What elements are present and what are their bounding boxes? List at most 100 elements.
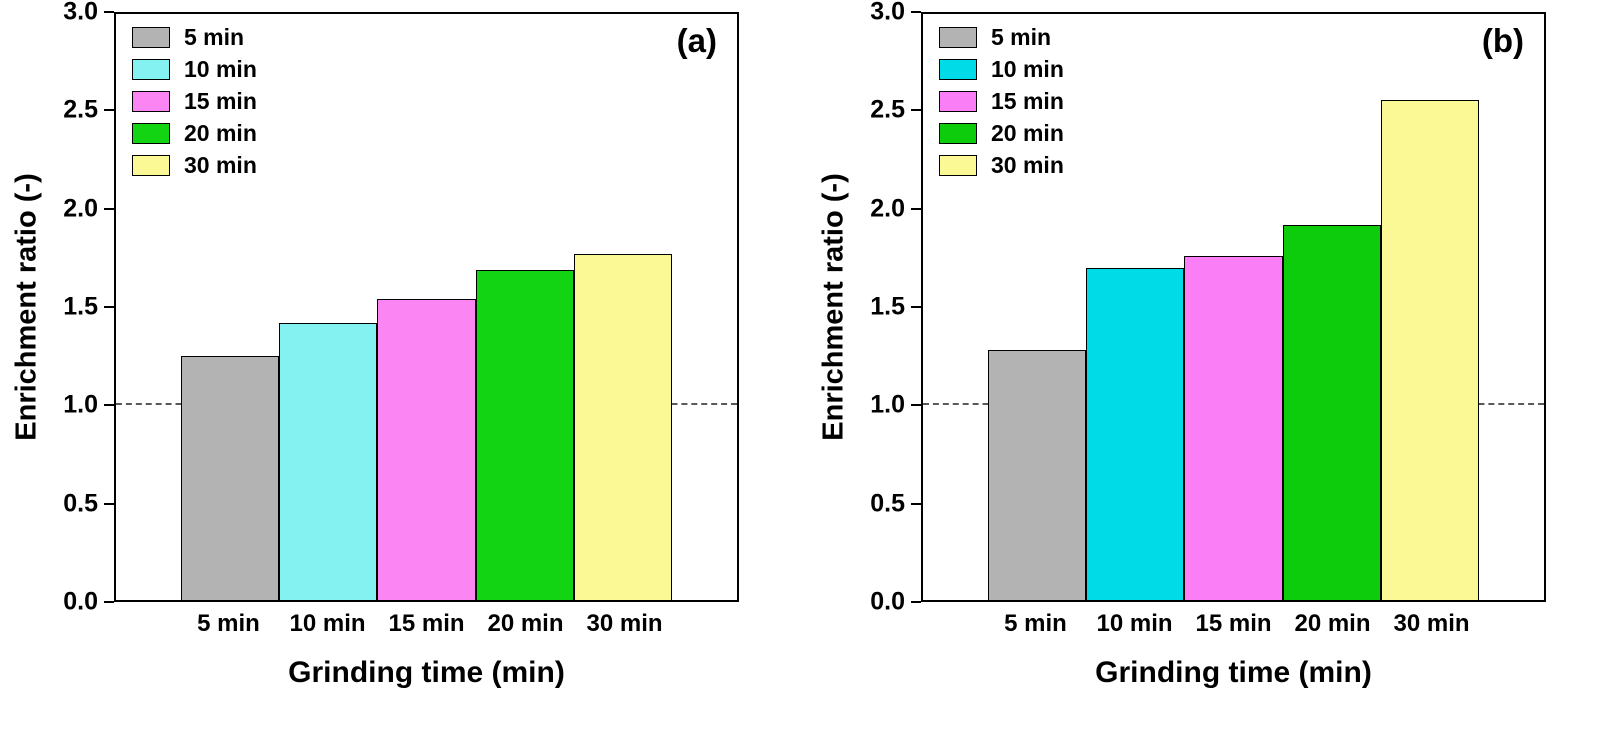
x-axis-title: Grinding time (min) <box>288 656 565 689</box>
y-tick-label: 1.0 <box>63 390 98 419</box>
x-tick-label: 15 min <box>388 610 465 637</box>
bar-20-min <box>1282 224 1382 600</box>
legend-swatch <box>939 155 977 176</box>
bar-10-min <box>278 322 378 600</box>
legend-swatch <box>939 123 977 144</box>
y-tick-label: 0.0 <box>63 587 98 616</box>
legend-swatch <box>939 27 977 48</box>
x-tick-label: 10 min <box>289 610 366 637</box>
plot-box: 5 min 10 min 15 min 20 min 30 min (b) <box>921 12 1546 602</box>
bars <box>923 14 1544 600</box>
legend-label: 15 min <box>184 88 257 114</box>
y-tick-label: 2.5 <box>870 95 905 124</box>
y-axis-title: Enrichment ratio (-) <box>10 173 43 441</box>
bar-5-min <box>180 355 279 600</box>
y-tick-mark <box>104 306 114 308</box>
y-tick-label: 2.0 <box>870 194 905 223</box>
legend-item: 10 min <box>132 58 257 81</box>
x-axis-ticks: 5 min 10 min 15 min 20 min 30 min <box>921 602 1546 640</box>
y-tick-mark <box>104 601 114 603</box>
legend-item: 5 min <box>939 26 1064 49</box>
legend: 5 min 10 min 15 min 20 min 30 min <box>939 26 1064 177</box>
legend-swatch <box>132 27 170 48</box>
plot-box: 5 min 10 min 15 min 20 min 30 min (a) <box>114 12 739 602</box>
legend-label: 20 min <box>184 120 257 146</box>
y-tick-mark <box>911 11 921 13</box>
y-tick-mark <box>911 404 921 407</box>
legend-label: 10 min <box>991 56 1064 82</box>
x-tick-label: 30 min <box>1393 610 1470 637</box>
legend-label: 15 min <box>991 88 1064 114</box>
legend-item: 30 min <box>132 154 257 177</box>
y-axis-title-column-b: Enrichment ratio (-) <box>807 12 861 602</box>
y-tick-mark <box>911 502 921 505</box>
legend-swatch <box>939 59 977 80</box>
y-axis-ticks: 0.0 0.5 1.0 1.5 2.0 2.5 3.0 <box>54 0 114 614</box>
legend-item: 5 min <box>132 26 257 49</box>
legend-swatch <box>132 155 170 176</box>
x-axis-title: Grinding time (min) <box>1095 656 1372 689</box>
legend-item: 15 min <box>132 90 257 113</box>
y-tick-label: 3.0 <box>63 0 98 26</box>
y-axis-title: Enrichment ratio (-) <box>817 173 850 441</box>
legend-label: 5 min <box>991 24 1052 50</box>
bar-30-min <box>1381 99 1480 600</box>
bar-15-min <box>377 299 476 600</box>
y-tick-label: 2.5 <box>63 95 98 124</box>
legend: 5 min 10 min 15 min 20 min 30 min <box>132 26 257 177</box>
legend-swatch <box>939 91 977 112</box>
legend-swatch <box>132 91 170 112</box>
legend-swatch <box>132 59 170 80</box>
y-tick-label: 1.5 <box>63 292 98 321</box>
y-axis-ticks: 0.0 0.5 1.0 1.5 2.0 2.5 3.0 <box>861 0 921 614</box>
bar-15-min <box>1184 256 1283 600</box>
legend-swatch <box>132 123 170 144</box>
legend-label: 5 min <box>184 24 245 50</box>
y-tick-mark <box>104 11 114 13</box>
legend-item: 20 min <box>132 122 257 145</box>
legend-item: 15 min <box>939 90 1064 113</box>
y-tick-label: 0.0 <box>870 587 905 616</box>
panel-letter: (b) <box>1481 22 1524 59</box>
y-tick-label: 0.5 <box>870 489 905 518</box>
x-tick-label: 15 min <box>1195 610 1272 637</box>
y-tick-label: 0.5 <box>63 489 98 518</box>
y-tick-mark <box>104 109 114 112</box>
bar-20-min <box>475 269 575 600</box>
y-axis-title-column-a: Enrichment ratio (-) <box>0 12 54 602</box>
bars <box>116 14 737 600</box>
chart-column-b: 0.0 0.5 1.0 1.5 2.0 2.5 3.0 5 min 10 min 15 min 2… <box>861 0 1546 736</box>
x-axis-ticks: 5 min 10 min 15 min 20 min 30 min <box>114 602 739 640</box>
y-tick-mark <box>911 306 921 308</box>
chart-column-a: 0.0 0.5 1.0 1.5 2.0 2.5 3.0 5 min 10 min 15 min 2… <box>54 0 739 736</box>
x-tick-label: 5 min <box>1004 610 1067 637</box>
legend-item: 30 min <box>939 154 1064 177</box>
figure-panel-a: Enrichment ratio (-) 0.0 0.5 1.0 1.5 2.0 2.5 3… <box>0 0 807 736</box>
y-tick-label: 2.0 <box>63 194 98 223</box>
legend-label: 10 min <box>184 56 257 82</box>
y-tick-mark <box>104 502 114 505</box>
legend-item: 20 min <box>939 122 1064 145</box>
y-tick-label: 3.0 <box>870 0 905 26</box>
y-tick-mark <box>911 109 921 112</box>
y-tick-mark <box>911 207 921 210</box>
x-tick-label: 30 min <box>586 610 663 637</box>
x-tick-label: 20 min <box>487 610 564 637</box>
legend-label: 30 min <box>991 152 1064 178</box>
legend-label: 30 min <box>184 152 257 178</box>
y-tick-mark <box>104 404 114 407</box>
y-tick-label: 1.0 <box>870 390 905 419</box>
legend-label: 20 min <box>991 120 1064 146</box>
y-tick-mark <box>911 601 921 603</box>
bar-5-min <box>987 349 1086 600</box>
panel-letter: (a) <box>676 22 717 59</box>
x-tick-label: 20 min <box>1294 610 1371 637</box>
x-tick-label: 5 min <box>197 610 260 637</box>
bar-10-min <box>1085 267 1185 600</box>
figure-panel-b: Enrichment ratio (-) 0.0 0.5 1.0 1.5 2.0 2.5 3… <box>807 0 1614 736</box>
legend-item: 10 min <box>939 58 1064 81</box>
y-tick-label: 1.5 <box>870 292 905 321</box>
bar-30-min <box>574 254 673 600</box>
x-tick-label: 10 min <box>1096 610 1173 637</box>
